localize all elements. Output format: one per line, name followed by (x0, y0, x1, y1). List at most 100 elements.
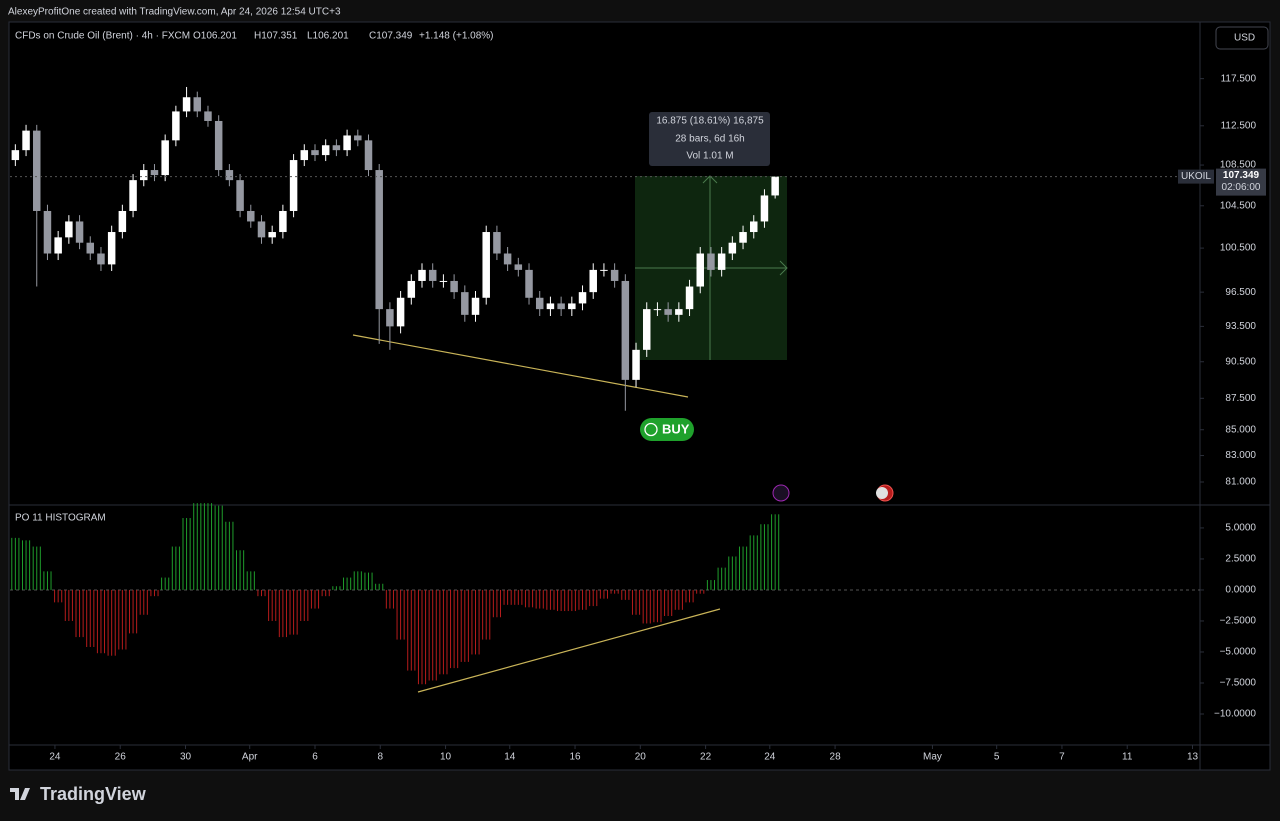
candle-body (22, 130, 30, 151)
candle-body (161, 140, 169, 176)
y-tick-label: 87.500 (1225, 393, 1256, 404)
buy-label[interactable]: BUY (662, 421, 690, 436)
candle-body (760, 195, 769, 222)
candle-body (375, 170, 383, 310)
y-tick-label: 81.000 (1225, 477, 1256, 488)
candle-body (771, 176, 779, 196)
chart-frame (8, 21, 1271, 771)
last-price: 107.349 (1223, 170, 1260, 181)
y-tick-label: 0.0000 (1225, 585, 1256, 596)
y-tick-label: −7.5000 (1220, 678, 1257, 689)
brand: TradingView (40, 784, 147, 804)
ohlc-open: O106.201 (193, 31, 237, 42)
y-tick-label: 90.500 (1225, 356, 1256, 367)
candle-body (279, 210, 287, 233)
x-tick-label: 13 (1187, 752, 1199, 763)
candle-body (750, 221, 758, 233)
ticker-badge (1178, 169, 1214, 184)
candle-body (182, 97, 191, 112)
measure-tooltip (649, 112, 770, 166)
candle-body (728, 242, 737, 254)
currency[interactable]: USD (1234, 33, 1255, 44)
x-tick-label: May (923, 752, 942, 763)
ohlc-high: H107.351 (254, 31, 298, 42)
x-tick-label: 24 (764, 752, 776, 763)
y-tick-label: 5.0000 (1225, 523, 1256, 534)
y-tick-label: −5.0000 (1220, 647, 1257, 658)
candle-body (33, 130, 41, 211)
y-tick-label: 108.500 (1220, 160, 1257, 171)
candle-body (268, 232, 276, 238)
candle-body (11, 150, 20, 161)
candle-body (503, 253, 512, 265)
candle-body (568, 303, 576, 310)
y-tick-label: 100.500 (1220, 243, 1257, 254)
candle-body (204, 111, 212, 121)
y-tick-label: 96.500 (1225, 287, 1256, 298)
y-tick-label: −10.0000 (1214, 709, 1256, 720)
y-tick-label: 104.500 (1220, 200, 1257, 211)
x-tick-label: 8 (377, 752, 383, 763)
candle-body (685, 286, 694, 310)
candle-body (86, 242, 95, 254)
candle-body (739, 232, 747, 243)
buy-icon (644, 422, 658, 437)
x-tick-label: 26 (115, 752, 127, 763)
y-tick-label: 83.000 (1225, 450, 1256, 461)
candle-body (493, 232, 501, 254)
last-price-badge (1216, 168, 1266, 196)
countdown: 02:06:00 (1222, 182, 1261, 193)
x-tick-label: 16 (569, 752, 581, 763)
candle-body (311, 150, 319, 156)
candle-body (707, 253, 715, 270)
candle-body (482, 232, 490, 298)
x-tick-label: 22 (700, 752, 712, 763)
ohlc-close: C107.349 (369, 31, 413, 42)
candle-body (354, 135, 362, 141)
candle-body (247, 210, 255, 222)
candle-body (675, 309, 683, 315)
candle-body (557, 303, 565, 310)
y-tick-label: 112.500 (1221, 120, 1257, 131)
event-icon[interactable] (772, 484, 790, 502)
candle-body (439, 280, 448, 282)
trendline (417, 608, 721, 693)
plot: 117.500 112.500 108.500 104.500 100.500 96.50… (10, 73, 1266, 763)
candle-body (535, 297, 544, 310)
candle-body (54, 237, 62, 254)
candle-body (225, 170, 234, 181)
candle-body (600, 269, 608, 271)
candle-body (514, 264, 523, 270)
x-tick-label: 30 (180, 752, 192, 763)
measure-text: 16.875 (18.61%) 16,875 (656, 116, 764, 127)
candle-body (43, 210, 52, 254)
measure-text: 28 bars, 6d 16h (675, 134, 745, 145)
x-tick-label: 10 (440, 752, 452, 763)
candle-body (396, 297, 405, 327)
x-tick-label: 28 (830, 752, 842, 763)
candle-body (300, 150, 309, 161)
y-tick-label: 117.500 (1221, 73, 1257, 84)
candle-body (589, 269, 597, 293)
currency-button[interactable] (1215, 26, 1269, 50)
candle-body (140, 170, 148, 181)
candle-body (696, 253, 704, 287)
candle-body (332, 145, 341, 151)
candle-body (386, 309, 394, 327)
y-tick-label: −2.5000 (1220, 616, 1257, 627)
measure-text: Vol 1.01 M (686, 151, 733, 162)
candle-body (461, 292, 469, 315)
candle-body (214, 120, 223, 171)
candle-body (450, 280, 458, 293)
ohlc-low: L106.201 (307, 31, 349, 42)
candle-body (578, 292, 587, 304)
candle-body (546, 303, 555, 310)
candle-body (407, 280, 416, 298)
x-tick-label: 6 (312, 752, 318, 763)
candle-body (364, 140, 373, 171)
brand-logo (10, 788, 30, 800)
candle-body (97, 253, 105, 265)
candle-body (150, 170, 159, 176)
candle-body (428, 269, 437, 281)
